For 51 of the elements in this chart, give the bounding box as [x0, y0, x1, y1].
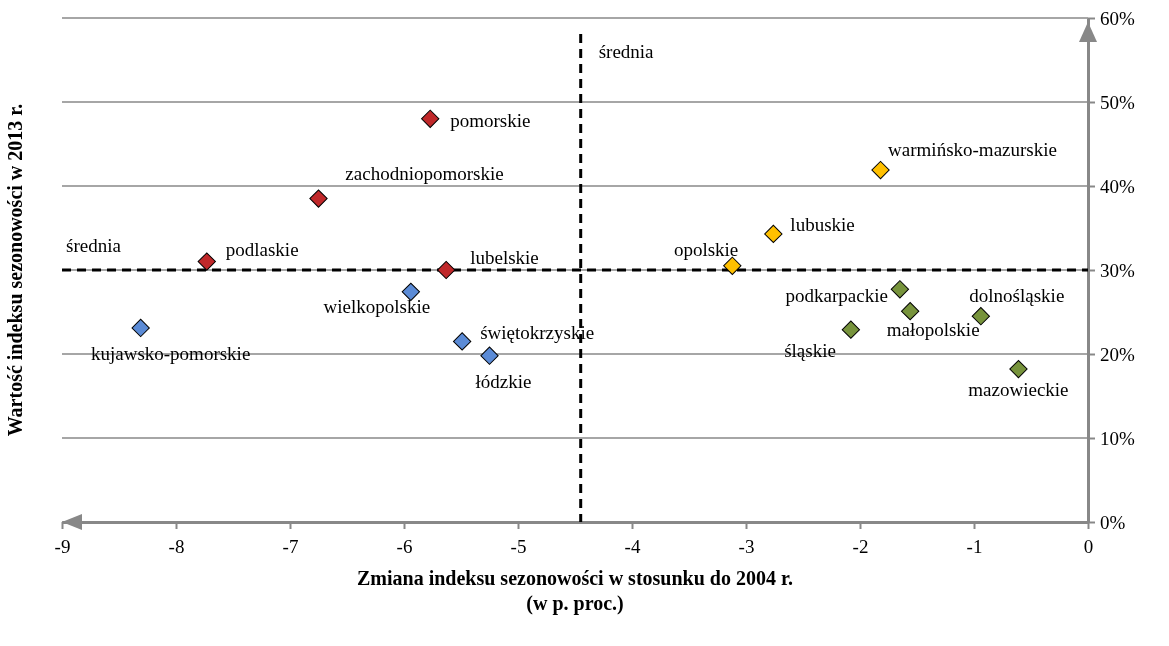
x-tick-label: -9	[54, 535, 71, 557]
annotation: świętokrzyskie	[480, 322, 595, 344]
y-tick-label: 40%	[1100, 175, 1135, 197]
y-tick-label: 20%	[1100, 343, 1135, 365]
y-tick-label: 10%	[1100, 427, 1135, 449]
annotation: dolnośląskie	[969, 285, 1065, 307]
x-tick-label: -7	[282, 535, 299, 557]
point	[401, 282, 420, 301]
x-tick-label: -3	[738, 535, 755, 557]
point	[1009, 359, 1028, 379]
point	[841, 320, 861, 339]
annotation: zachodniopomorskie	[345, 162, 504, 184]
point	[871, 160, 890, 180]
annotation: lubuskie	[790, 213, 855, 235]
annotation: pomorskie	[450, 109, 531, 131]
point	[437, 260, 456, 280]
annotation: lubelskie	[470, 247, 539, 268]
point	[131, 318, 150, 338]
annotation: kujawsko-pomorskie	[90, 342, 251, 364]
point	[480, 346, 499, 365]
y-tick-label: 60%	[1100, 7, 1135, 29]
point	[901, 302, 920, 321]
ref-line-label: średnia	[66, 235, 122, 256]
y-tick-label: 0%	[1100, 511, 1126, 533]
annotation: podkarpackie	[785, 285, 888, 307]
y-tick-label: 30%	[1100, 259, 1135, 281]
y-axis-title: Wartość indeksu sezonowości w 2013 r.	[4, 103, 26, 437]
x-tick-label: -2	[852, 535, 869, 557]
x-tick-label: -6	[396, 535, 413, 557]
x-tick-label: 0	[1083, 535, 1094, 557]
annotation: warmińsko-mazurskie	[888, 139, 1057, 161]
annotation: małopolskie	[886, 319, 980, 341]
point	[421, 109, 440, 128]
x-tick-label: -8	[168, 535, 185, 557]
point	[309, 189, 328, 208]
x-tick-label: -5	[510, 535, 527, 557]
point	[764, 224, 783, 244]
point	[197, 252, 216, 271]
x-tick-label: -4	[624, 535, 641, 557]
annotation: wielkopolskie	[323, 295, 431, 317]
x-tick-label: -1	[966, 535, 983, 557]
ref-line-label: średnia	[598, 41, 655, 62]
x-axis-title: Zmiana indeksu sezonowości w stosunku do 2004 r. (w p. proc.)	[356, 567, 794, 615]
annotation: opolskie	[673, 238, 739, 260]
annotation: mazowieckie	[968, 379, 1069, 401]
y-tick-label: 50%	[1100, 91, 1135, 113]
point	[452, 332, 472, 351]
annotation: łódzkie	[475, 370, 532, 392]
annotation: śląskie	[784, 339, 836, 361]
annotation: podlaskie	[225, 238, 299, 260]
point	[890, 280, 910, 299]
